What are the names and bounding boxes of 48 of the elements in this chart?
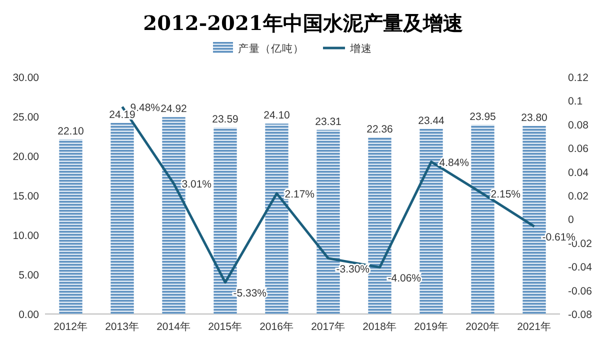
y2-tick-label: -0.08 — [568, 309, 592, 321]
y2-tick-label: 0.06 — [568, 143, 589, 156]
x-tick-label: 2014年 — [156, 321, 191, 333]
x-tick-label: 2015年 — [208, 321, 242, 333]
data-label: 23.44 — [418, 114, 445, 127]
data-label: 24.92 — [160, 103, 188, 116]
y2-tick-label: 0 — [568, 214, 574, 226]
data-label: 22.36 — [366, 123, 394, 136]
x-tick-label: 2013年 — [105, 321, 140, 333]
x-tick-label: 2018年 — [362, 321, 397, 333]
data-label: -3.30% — [336, 263, 370, 276]
y-tick-label: 0.00 — [18, 309, 40, 321]
legend-label: 增速 — [349, 42, 372, 55]
y2-tick-label: -0.06 — [568, 285, 592, 298]
y-tick-label: 30.00 — [12, 72, 40, 84]
y-tick-label: 15.00 — [12, 190, 40, 202]
data-label: 23.80 — [521, 112, 548, 124]
data-label: 22.10 — [58, 125, 84, 138]
bar — [110, 122, 134, 314]
y2-tick-label: 0.04 — [568, 166, 589, 179]
y2-tick-label: -0.04 — [568, 262, 592, 274]
x-tick-label: 2012年 — [54, 321, 88, 333]
x-tick-label: 2019年 — [414, 321, 448, 333]
chart-title: 2012-2021年中国水泥产量及增速 — [143, 11, 463, 35]
y2-tick-label: 0.02 — [568, 190, 589, 202]
data-label: 23.59 — [212, 114, 239, 126]
data-label: 24.10 — [264, 110, 290, 122]
data-label: 4.84% — [439, 156, 470, 169]
data-label: 2.17% — [284, 188, 315, 200]
x-tick-label: 2021年 — [517, 321, 552, 333]
data-label: 3.01% — [182, 178, 212, 191]
y2-tick-label: 0.12 — [568, 72, 589, 84]
data-label: -4.06% — [388, 272, 422, 284]
data-label: 2.15% — [490, 188, 521, 201]
legend-label: 产量（亿吨） — [238, 42, 304, 55]
y-tick-label: 5.00 — [18, 270, 40, 282]
data-label: 23.95 — [470, 110, 496, 123]
y-tick-label: 25.00 — [12, 112, 40, 124]
data-label: 23.31 — [315, 116, 342, 128]
x-tick-label: 2017年 — [311, 321, 346, 333]
y2-tick-label: 0.08 — [568, 119, 589, 132]
data-label: -5.33% — [233, 287, 267, 300]
bar — [59, 139, 82, 314]
x-tick-label: 2020年 — [466, 321, 500, 333]
y-tick-label: 10.00 — [12, 230, 40, 242]
x-tick-label: 2016年 — [260, 321, 294, 333]
y2-tick-label: 0.1 — [568, 96, 583, 108]
y-tick-label: 20.00 — [12, 151, 40, 163]
